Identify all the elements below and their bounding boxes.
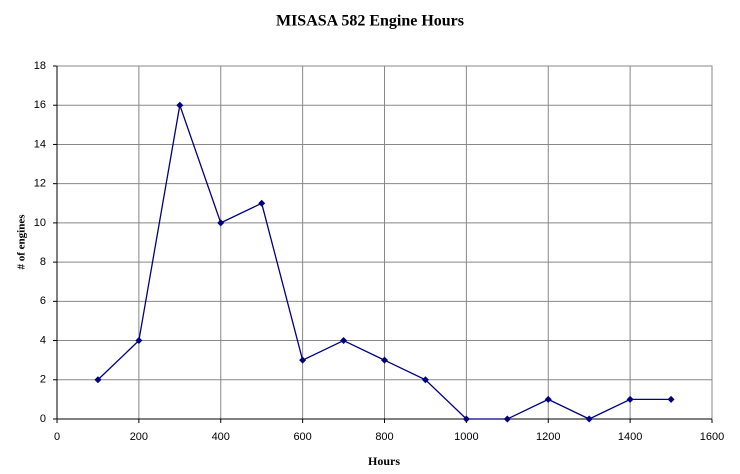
y-tick-label: 10	[34, 217, 46, 229]
point	[135, 337, 143, 345]
point	[94, 376, 102, 384]
point	[626, 395, 634, 403]
y-tick-label: 12	[34, 178, 46, 190]
x-tick-label: 1200	[536, 431, 560, 443]
x-tick-label: 1600	[700, 431, 724, 443]
y-tick-label: 0	[40, 413, 46, 425]
point	[585, 415, 593, 423]
x-tick-label: 1400	[618, 431, 642, 443]
point	[340, 337, 348, 345]
point	[503, 415, 511, 423]
point	[667, 395, 675, 403]
y-tick-label: 4	[40, 334, 46, 346]
x-tick-label: 200	[130, 431, 148, 443]
point	[258, 199, 266, 207]
y-tick-label: 2	[40, 374, 46, 386]
point	[462, 415, 470, 423]
x-tick-label: 600	[293, 431, 311, 443]
chart-title: MISASA 582 Engine Hours	[276, 13, 464, 30]
y-tick-label: 6	[40, 295, 46, 307]
point	[217, 219, 225, 227]
x-axis-label: Hours	[368, 454, 400, 468]
x-tick-label: 0	[54, 431, 60, 443]
y-tick-label: 18	[34, 60, 46, 72]
x-tick-label: 400	[212, 431, 230, 443]
x-tick-label: 800	[375, 431, 393, 443]
y-tick-label: 14	[34, 138, 46, 150]
y-tick-label: 8	[40, 256, 46, 268]
x-tick-label: 1000	[454, 431, 478, 443]
point	[176, 101, 184, 109]
y-tick-label: 16	[34, 99, 46, 111]
point	[544, 395, 552, 403]
y-axis-label: # of engines	[16, 214, 28, 270]
point	[299, 356, 307, 364]
point	[381, 356, 388, 364]
point	[421, 376, 429, 384]
